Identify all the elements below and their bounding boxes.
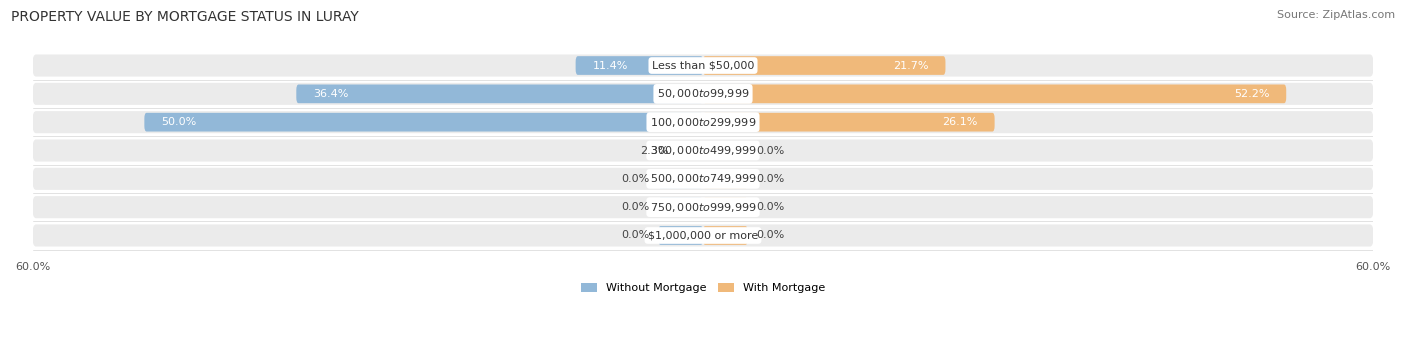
FancyBboxPatch shape (678, 141, 703, 160)
Text: 0.0%: 0.0% (621, 231, 650, 240)
FancyBboxPatch shape (703, 198, 748, 217)
Text: 26.1%: 26.1% (942, 117, 977, 127)
FancyBboxPatch shape (658, 198, 703, 217)
Text: 11.4%: 11.4% (592, 60, 627, 71)
Text: 50.0%: 50.0% (162, 117, 197, 127)
Text: 0.0%: 0.0% (621, 202, 650, 212)
Text: $50,000 to $99,999: $50,000 to $99,999 (657, 87, 749, 100)
Text: 36.4%: 36.4% (314, 89, 349, 99)
FancyBboxPatch shape (703, 56, 945, 75)
Text: 0.0%: 0.0% (621, 174, 650, 184)
FancyBboxPatch shape (703, 113, 994, 132)
FancyBboxPatch shape (703, 141, 748, 160)
FancyBboxPatch shape (658, 226, 703, 245)
Text: PROPERTY VALUE BY MORTGAGE STATUS IN LURAY: PROPERTY VALUE BY MORTGAGE STATUS IN LUR… (11, 10, 359, 24)
FancyBboxPatch shape (145, 113, 703, 132)
Text: 0.0%: 0.0% (756, 202, 785, 212)
FancyBboxPatch shape (32, 111, 1374, 133)
Text: 0.0%: 0.0% (756, 231, 785, 240)
FancyBboxPatch shape (575, 56, 703, 75)
FancyBboxPatch shape (703, 226, 748, 245)
Text: 52.2%: 52.2% (1234, 89, 1270, 99)
Text: Source: ZipAtlas.com: Source: ZipAtlas.com (1277, 10, 1395, 20)
Text: Less than $50,000: Less than $50,000 (652, 60, 754, 71)
FancyBboxPatch shape (32, 168, 1374, 190)
FancyBboxPatch shape (703, 169, 748, 188)
FancyBboxPatch shape (32, 83, 1374, 105)
Legend: Without Mortgage, With Mortgage: Without Mortgage, With Mortgage (576, 278, 830, 298)
FancyBboxPatch shape (297, 85, 703, 103)
Text: 2.3%: 2.3% (640, 146, 668, 155)
FancyBboxPatch shape (32, 55, 1374, 77)
Text: $1,000,000 or more: $1,000,000 or more (648, 231, 758, 240)
Text: $100,000 to $299,999: $100,000 to $299,999 (650, 116, 756, 129)
Text: $300,000 to $499,999: $300,000 to $499,999 (650, 144, 756, 157)
Text: 0.0%: 0.0% (756, 146, 785, 155)
FancyBboxPatch shape (703, 85, 1286, 103)
Text: $750,000 to $999,999: $750,000 to $999,999 (650, 201, 756, 214)
FancyBboxPatch shape (32, 224, 1374, 247)
Text: 0.0%: 0.0% (756, 174, 785, 184)
FancyBboxPatch shape (658, 169, 703, 188)
Text: 21.7%: 21.7% (893, 60, 929, 71)
Text: $500,000 to $749,999: $500,000 to $749,999 (650, 172, 756, 186)
FancyBboxPatch shape (32, 196, 1374, 218)
FancyBboxPatch shape (32, 139, 1374, 162)
